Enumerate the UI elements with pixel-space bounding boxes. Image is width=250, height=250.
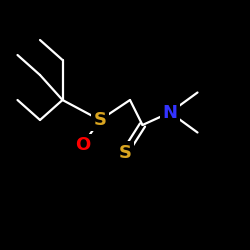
Text: S: S bbox=[94, 111, 106, 129]
Text: S: S bbox=[118, 144, 132, 162]
Text: O: O bbox=[75, 136, 90, 154]
Text: N: N bbox=[162, 104, 178, 122]
